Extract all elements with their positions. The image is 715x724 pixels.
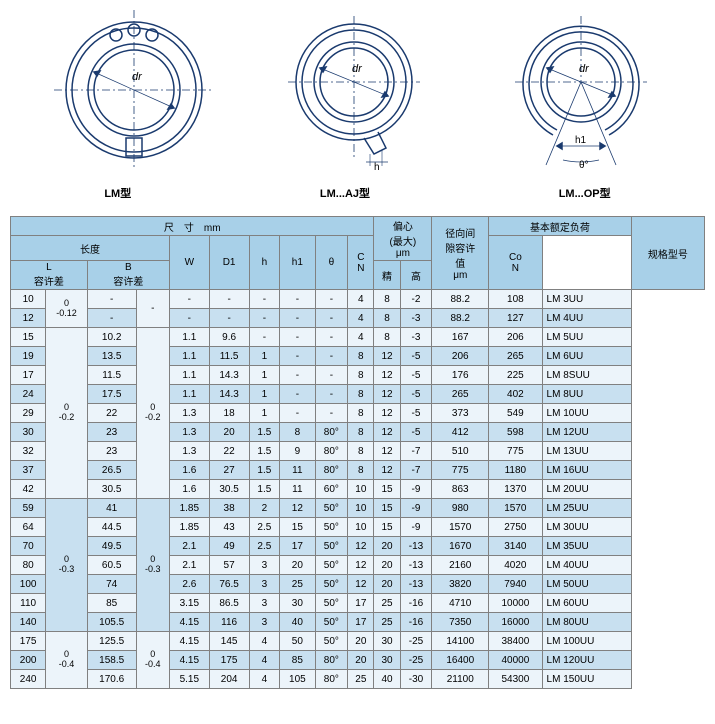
table-row: 7049.52.1492.51750°1220-1316703140LM 35U… — [11, 537, 705, 556]
svg-text:dr: dr — [579, 63, 590, 75]
diagram-lm-op: dr h1 θ° — [501, 10, 661, 180]
table-row: 110853.1586.533050°1725-16471010000LM 60… — [11, 594, 705, 613]
hdr-dimensions: 尺 寸 mm — [11, 217, 374, 236]
table-row: 12------48-388.2127LM 4UU — [11, 309, 705, 328]
table-row: 140105.54.1511634050°1725-16735016000LM … — [11, 613, 705, 632]
hdr-model: 规格型号 — [631, 217, 704, 290]
table-row: 2417.51.114.31--812-5265402LM 8UU — [11, 385, 705, 404]
hdr-h1: h1 — [280, 236, 315, 290]
table-row: 6444.51.85432.51550°1015-915702750LM 30U… — [11, 518, 705, 537]
table-row: 1750-0.4125.50-0.44.1514545050°2030-2514… — [11, 632, 705, 651]
svg-text:dr: dr — [352, 63, 363, 75]
table-row: 8060.52.15732050°1220-1321604020LM 40UU — [11, 556, 705, 575]
hdr-theta: θ — [315, 236, 348, 290]
table-row: 1711.51.114.31--812-5176225LM 8SUU — [11, 366, 705, 385]
hdr-d1: D1 — [209, 236, 249, 290]
svg-text:θ°: θ° — [579, 160, 589, 171]
table-row: 32231.3221.5980°812-7510775LM 13UU — [11, 442, 705, 461]
table-row: 200158.54.1517548580°2030-251640040000LM… — [11, 651, 705, 670]
table-row: 150-0.210.20-0.21.19.6---48-3167206LM 5U… — [11, 328, 705, 347]
svg-text:h: h — [374, 162, 380, 170]
hdr-prec: 精 — [374, 261, 400, 290]
hdr-eccentricity: 偏心 (最大) μm — [374, 217, 432, 261]
table-row: 29221.3181--812-5373549LM 10UU — [11, 404, 705, 423]
table-row: 3726.51.6271.51180°812-77751180LM 16UU — [11, 461, 705, 480]
hdr-b-tol: B 容许差 — [87, 261, 169, 290]
label-lm: LM型 — [104, 185, 131, 201]
hdr-l-tol: L 容许差 — [11, 261, 88, 290]
label-lm-op: LM...OP型 — [559, 185, 611, 201]
diagram-lm-aj: dr h — [282, 10, 432, 180]
svg-text:h1: h1 — [575, 135, 587, 146]
hdr-length: 长度 — [11, 236, 170, 261]
hdr-load: 基本额定负荷 — [489, 217, 632, 236]
hdr-h: h — [249, 236, 280, 290]
hdr-c: C N — [348, 236, 374, 290]
table-row: 4230.51.630.51.51160°1015-98631370LM 20U… — [11, 480, 705, 499]
spec-table: 尺 寸 mm 偏心 (最大) μm 径向间 隙容许 值 μm 基本额定负荷 规格… — [10, 216, 705, 689]
table-row: 100742.676.532550°1220-1338207940LM 50UU — [11, 575, 705, 594]
hdr-clearance: 径向间 隙容许 值 μm — [432, 217, 489, 290]
table-row: 30231.3201.5880°812-5412598LM 12UU — [11, 423, 705, 442]
hdr-co: Co N — [489, 236, 542, 290]
table-row: 240170.65.15204410580°2540-302110054300L… — [11, 670, 705, 689]
label-lm-aj: LM...AJ型 — [320, 185, 370, 201]
diagram-lm: dr — [54, 10, 214, 180]
svg-text:dr: dr — [132, 71, 143, 83]
hdr-high: 高 — [400, 261, 432, 290]
hdr-w: W — [169, 236, 209, 290]
table-row: 1913.51.111.51--812-5206265LM 6UU — [11, 347, 705, 366]
table-row: 100-0.12-------48-288.2108LM 3UU — [11, 290, 705, 309]
table-row: 590-0.3410-0.31.853821250°1015-99801570L… — [11, 499, 705, 518]
